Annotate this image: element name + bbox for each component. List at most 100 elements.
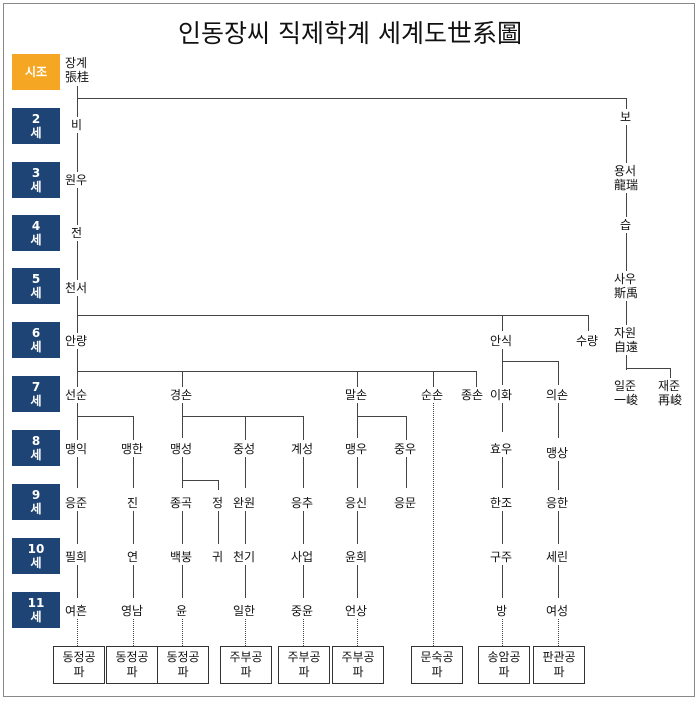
connector bbox=[182, 480, 219, 481]
person-eunghan: 응한 bbox=[546, 495, 569, 511]
generation-7: 7 세 bbox=[12, 376, 60, 412]
person-jeong: 정 bbox=[212, 495, 224, 511]
branch-box: 동정공 파 bbox=[106, 646, 158, 684]
generation-9: 9 세 bbox=[12, 484, 60, 520]
connector bbox=[77, 456, 78, 488]
connector bbox=[182, 402, 183, 438]
person-jeon: 전 bbox=[71, 225, 83, 241]
generation-founder: 시조 bbox=[12, 54, 60, 90]
connector bbox=[245, 416, 246, 440]
connector bbox=[357, 564, 358, 598]
person-wanwon: 완원 bbox=[233, 495, 256, 511]
dotted-connector bbox=[502, 618, 503, 646]
person-hanjo: 한조 bbox=[490, 495, 513, 511]
dotted-connector bbox=[303, 618, 304, 646]
connector bbox=[133, 511, 134, 544]
generation-11: 11 세 bbox=[12, 592, 60, 628]
person-yeon: 연 bbox=[127, 549, 139, 565]
person-gyeongson: 경손 bbox=[170, 387, 193, 403]
branch-box: 주부공 파 bbox=[278, 646, 330, 684]
connector bbox=[502, 345, 503, 361]
connector bbox=[182, 456, 183, 488]
connector bbox=[502, 456, 503, 488]
connector bbox=[182, 371, 183, 387]
connector bbox=[133, 564, 134, 598]
branch-box: 판관공 파 bbox=[533, 646, 585, 684]
person-jungseong: 중성 bbox=[233, 441, 256, 457]
person-maengu: 맹우 bbox=[345, 441, 368, 457]
person-bo: 보 bbox=[620, 109, 632, 125]
connector bbox=[357, 371, 358, 387]
person-yun: 윤 bbox=[176, 603, 188, 619]
person-seup: 습 bbox=[620, 217, 632, 233]
connector bbox=[502, 402, 503, 432]
connector bbox=[133, 456, 134, 488]
person-jawon: 자원 自遠 bbox=[614, 325, 639, 355]
dotted-connector bbox=[182, 618, 183, 646]
person-guju: 구주 bbox=[490, 549, 513, 565]
person-anryang: 안량 bbox=[65, 333, 88, 349]
branch-box: 주부공 파 bbox=[332, 646, 384, 684]
dotted-connector bbox=[77, 618, 78, 646]
person-maengseong: 맹성 bbox=[170, 441, 193, 457]
person-suryang: 수량 bbox=[576, 333, 599, 349]
person-eungchu: 응추 bbox=[291, 495, 314, 511]
person-maengik: 맹익 bbox=[65, 441, 88, 457]
connector bbox=[670, 368, 671, 378]
person-janggye: 장계 張桂 bbox=[65, 55, 90, 85]
branch-box: 문숙공 파 bbox=[411, 646, 463, 684]
branch-box: 동정공 파 bbox=[157, 646, 209, 684]
connector bbox=[133, 416, 134, 440]
person-jonggok: 종곡 bbox=[170, 495, 193, 511]
connector bbox=[558, 402, 559, 438]
dotted-connector bbox=[133, 618, 134, 646]
person-jongson: 종손 bbox=[461, 387, 484, 403]
person-eungsin: 응신 bbox=[345, 495, 368, 511]
person-hyou: 효우 bbox=[490, 441, 513, 457]
connector bbox=[357, 456, 358, 488]
person-jungu: 중우 bbox=[394, 441, 417, 457]
connector bbox=[182, 416, 304, 417]
person-maengsang: 맹상 bbox=[546, 445, 569, 461]
person-sunson: 순손 bbox=[421, 387, 444, 403]
branch-box: 주부공 파 bbox=[220, 646, 272, 684]
person-yongseo: 용서 龍瑞 bbox=[614, 163, 639, 193]
connector bbox=[502, 564, 503, 598]
connector bbox=[558, 361, 559, 385]
connector bbox=[77, 416, 78, 440]
person-serin: 세린 bbox=[546, 549, 569, 565]
connector bbox=[588, 315, 589, 331]
person-wonu: 원우 bbox=[65, 172, 88, 188]
generation-5: 5 세 bbox=[12, 268, 60, 304]
connector bbox=[245, 511, 246, 544]
connector bbox=[558, 564, 559, 598]
connector bbox=[626, 98, 627, 110]
person-ilhan: 일한 bbox=[233, 603, 256, 619]
connector bbox=[626, 368, 671, 369]
diagram-frame bbox=[3, 3, 695, 697]
connector bbox=[303, 416, 304, 440]
person-cheongi: 천기 bbox=[233, 549, 256, 565]
connector bbox=[502, 361, 503, 385]
generation-2: 2 세 bbox=[12, 108, 60, 144]
generation-6: 6 세 bbox=[12, 322, 60, 358]
connector bbox=[77, 98, 627, 99]
connector bbox=[558, 460, 559, 490]
person-eungmun: 응문 bbox=[394, 495, 417, 511]
person-ihwa: 이화 bbox=[490, 387, 513, 403]
dotted-connector bbox=[245, 618, 246, 646]
generation-3: 3 세 bbox=[12, 162, 60, 198]
connector bbox=[357, 402, 358, 438]
person-jaejun: 재준 再峻 bbox=[658, 378, 683, 408]
connector bbox=[476, 371, 477, 387]
generation-10: 10 세 bbox=[12, 538, 60, 574]
person-bang: 방 bbox=[496, 603, 508, 619]
connector bbox=[433, 371, 434, 387]
person-bi: 비 bbox=[71, 117, 83, 133]
connector bbox=[77, 371, 477, 372]
page-title: 인동장씨 직제학계 세계도世系圖 bbox=[178, 19, 522, 48]
person-maenghan: 맹한 bbox=[121, 441, 144, 457]
connector bbox=[77, 511, 78, 544]
person-gyeseong: 계성 bbox=[291, 441, 314, 457]
person-malson: 말손 bbox=[345, 387, 368, 403]
